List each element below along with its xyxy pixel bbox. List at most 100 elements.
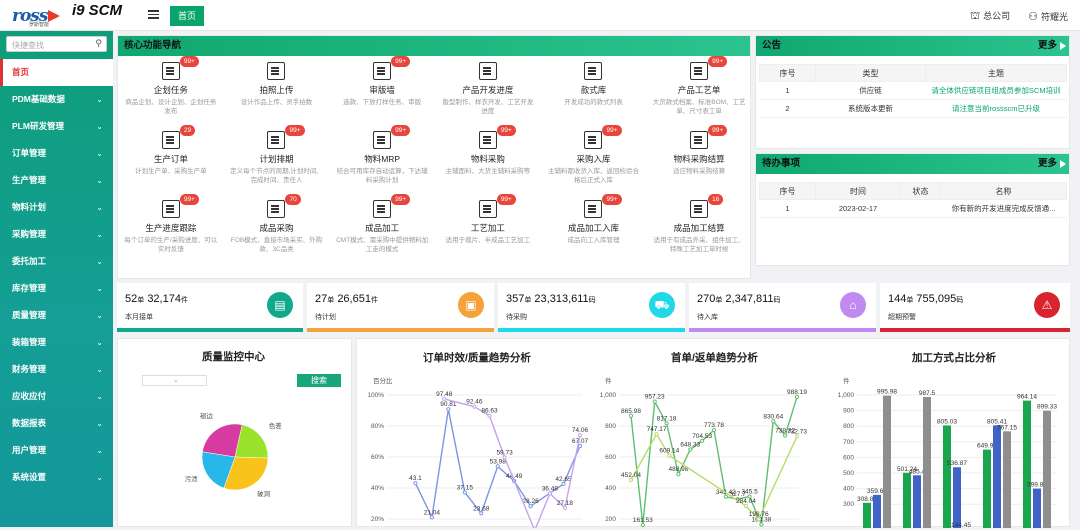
data-point[interactable] xyxy=(462,490,467,495)
nav-item[interactable]: 99+ 物料MRP 结合可用库存自动运算，下达辅料采购计划 xyxy=(329,125,435,194)
nav-item[interactable]: 99+ 产品工艺单 大货款式档案、标准BOM、工艺单、尺寸表工单 xyxy=(646,56,752,125)
sidebar-item[interactable]: 委托加工 ⌄ xyxy=(0,248,113,275)
sidebar-item[interactable]: PDM基础数据 ⌄ xyxy=(0,86,113,113)
table-row[interactable]: 1 供应链 请全体供应链项目组成员参加SCM培训 xyxy=(759,81,1067,100)
data-point[interactable] xyxy=(577,433,583,438)
bar[interactable] xyxy=(883,395,891,530)
quality-filter-select[interactable]: ⌄ xyxy=(142,375,207,386)
data-point[interactable] xyxy=(628,413,634,418)
sidebar-item[interactable]: 生产管理 ⌄ xyxy=(0,167,113,194)
sidebar-item[interactable]: 用户管理 ⌄ xyxy=(0,437,113,464)
sidebar-item[interactable]: 物料计划 ⌄ xyxy=(0,194,113,221)
data-point[interactable] xyxy=(723,494,728,499)
nav-item[interactable]: 99+ 企划任务 商品企划、设计企划、企划任务发布 xyxy=(118,56,224,125)
pie-slice[interactable] xyxy=(223,456,269,491)
nav-item[interactable]: 99+ 成品加工入库 成品向工入库管理 xyxy=(541,194,647,263)
data-point[interactable] xyxy=(561,481,566,486)
table-row[interactable]: 2 系统版本更新 请注意当前rossscm已升级 xyxy=(759,99,1067,118)
quality-search-button[interactable]: 搜索 xyxy=(297,374,341,387)
bar[interactable] xyxy=(1003,431,1011,530)
data-point[interactable] xyxy=(547,491,552,496)
bar[interactable] xyxy=(993,425,1001,530)
sidebar-item[interactable]: 采购管理 ⌄ xyxy=(0,221,113,248)
search-icon[interactable]: ⚲ xyxy=(95,38,102,48)
menu-toggle-icon[interactable] xyxy=(148,10,159,19)
nav-item[interactable]: 99+ 采购入库 主辅料都收货入库、返回检验合格后正式入库 xyxy=(541,125,647,194)
bar[interactable] xyxy=(873,494,881,530)
bar[interactable] xyxy=(1033,488,1041,530)
pie-slice[interactable] xyxy=(201,451,236,489)
nav-item[interactable]: 99+ 生产进度跟踪 每个订单的生产/采购进度、可以实时反馈 xyxy=(118,194,224,263)
table-row[interactable]: 1 2023-02-17 你有新的开发进度完成反馈通... xyxy=(759,199,1067,218)
data-point[interactable] xyxy=(562,505,568,510)
data-point[interactable] xyxy=(413,481,418,486)
nav-item[interactable]: 99+ 工艺加工 适用于裁片、半成品工艺加工 xyxy=(435,194,541,263)
sidebar-item[interactable]: 财务管理 ⌄ xyxy=(0,356,113,383)
company-switch[interactable]: ⛫ 总公司 xyxy=(969,10,1011,22)
notice-more-link[interactable]: 更多 xyxy=(1038,36,1067,56)
sidebar-item[interactable]: 数据报表 ⌄ xyxy=(0,410,113,437)
bar[interactable] xyxy=(903,472,911,530)
nav-item[interactable]: 99+ 计划排期 定义每个节点的周期,计划时间、完成时间、责任人 xyxy=(224,125,330,194)
data-point[interactable] xyxy=(711,427,717,433)
data-point[interactable] xyxy=(794,434,800,439)
nav-item[interactable]: 99+ 成品加工 CMT模式、需采购中提供物料加工走的模式 xyxy=(329,194,435,263)
bar[interactable] xyxy=(953,467,961,530)
bar[interactable] xyxy=(913,475,921,530)
data-point[interactable] xyxy=(654,432,659,437)
data-point[interactable] xyxy=(472,404,477,409)
sidebar-item[interactable]: 质量管理 ⌄ xyxy=(0,302,113,329)
data-point[interactable] xyxy=(783,433,788,438)
sidebar-item[interactable]: 应收应付 ⌄ xyxy=(0,383,113,410)
data-point[interactable] xyxy=(495,464,500,469)
bar[interactable] xyxy=(1023,400,1031,530)
stat-card[interactable]: 357单 23,313,611码 待采购 ⛟ xyxy=(498,283,685,332)
data-point[interactable] xyxy=(756,517,761,522)
sidebar-item[interactable]: 首页 xyxy=(0,59,113,86)
nav-item[interactable]: 拍照上传 设计作品上传、灵手拍数 xyxy=(224,56,330,125)
data-point[interactable] xyxy=(502,455,507,460)
stat-card[interactable]: 270单 2,347,811码 待入库 ⌂ xyxy=(689,283,876,332)
bar[interactable] xyxy=(863,502,871,530)
data-point[interactable] xyxy=(667,453,672,458)
nav-item[interactable]: 99+ 审版墙 选款、下放打样任务、审版 xyxy=(329,56,435,125)
data-point[interactable] xyxy=(676,472,681,477)
nav-item[interactable]: 99+ 物料采购 主辅面料、大货主辅料采购等 xyxy=(435,125,541,194)
nav-item[interactable]: 产品开发进度 版型制作、样衣开发、工艺开发进度 xyxy=(435,56,541,125)
pie-slice[interactable] xyxy=(234,424,269,459)
data-point[interactable] xyxy=(628,477,634,483)
bar[interactable] xyxy=(983,449,991,530)
stat-card[interactable]: 144单 755,095码 超期预警 ⚠ xyxy=(880,283,1070,332)
data-point[interactable] xyxy=(747,494,752,499)
nav-item[interactable]: 16 成品加工结算 适用于有成品外采、组件加工、特殊工艺加工单时候 xyxy=(646,194,752,263)
user-menu[interactable]: ⚇ 符耀光 xyxy=(1028,11,1068,23)
nav-item[interactable]: 29 生产订单 计划生产单、采购生产单 xyxy=(118,125,224,194)
sidebar-item[interactable]: 系统设置 ⌄ xyxy=(0,464,113,491)
todo-more-link[interactable]: 更多 xyxy=(1038,154,1067,174)
sidebar-item[interactable]: 订单管理 ⌄ xyxy=(0,140,113,167)
data-point[interactable] xyxy=(664,421,669,426)
data-point[interactable] xyxy=(759,522,764,527)
data-point[interactable] xyxy=(771,419,776,424)
data-point[interactable] xyxy=(429,515,435,520)
data-point[interactable] xyxy=(442,396,447,402)
sidebar-item[interactable]: PLM研发管理 ⌄ xyxy=(0,113,113,140)
nav-item[interactable]: 99+ 物料采购结算 适应物料采购结算 xyxy=(646,125,752,194)
data-point[interactable] xyxy=(743,503,749,509)
data-point[interactable] xyxy=(688,447,693,452)
sidebar-item[interactable]: 库存管理 ⌄ xyxy=(0,275,113,302)
bar[interactable] xyxy=(923,396,931,530)
data-point[interactable] xyxy=(700,438,705,443)
data-point[interactable] xyxy=(479,511,484,516)
pie-slice[interactable] xyxy=(202,423,243,458)
nav-item[interactable]: 款式库 开发成功的款式列表 xyxy=(541,56,647,125)
sidebar-item[interactable]: 装箱管理 ⌄ xyxy=(0,329,113,356)
search-input[interactable]: 快捷查找 ⚲ xyxy=(6,36,107,52)
bar[interactable] xyxy=(943,425,951,530)
stat-card[interactable]: 27单 26,651件 待计划 ▣ xyxy=(307,283,494,332)
data-point[interactable] xyxy=(652,399,657,404)
bar[interactable] xyxy=(1043,410,1051,530)
nav-item[interactable]: 70 成品采购 FOB模式、直接市场采买、外购款、3C品类 xyxy=(224,194,330,263)
data-point[interactable] xyxy=(446,407,451,412)
data-point[interactable] xyxy=(528,504,533,509)
